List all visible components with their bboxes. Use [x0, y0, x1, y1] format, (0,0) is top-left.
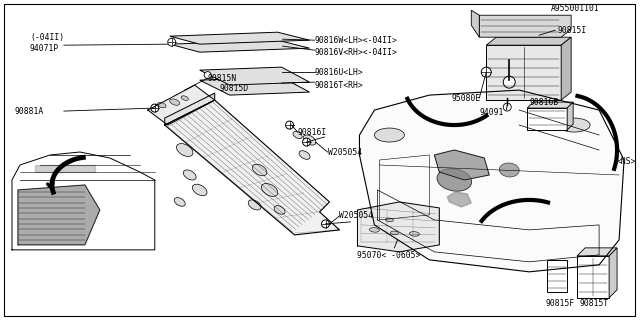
Ellipse shape [157, 102, 166, 108]
Text: W205054: W205054 [339, 212, 374, 220]
Ellipse shape [499, 163, 519, 177]
Polygon shape [527, 102, 573, 108]
Polygon shape [200, 77, 310, 95]
Bar [527, 108, 567, 130]
Circle shape [321, 220, 330, 228]
Ellipse shape [174, 198, 185, 206]
Text: 90815D: 90815D [220, 84, 249, 92]
Polygon shape [148, 85, 214, 125]
Polygon shape [164, 100, 339, 235]
Polygon shape [35, 165, 95, 172]
Polygon shape [164, 93, 214, 125]
Circle shape [481, 67, 492, 77]
Bar [547, 260, 567, 292]
Text: 90816I: 90816I [298, 128, 327, 137]
Circle shape [303, 138, 310, 146]
Text: 94091: 94091 [479, 108, 504, 116]
Circle shape [204, 72, 211, 79]
Polygon shape [567, 102, 573, 130]
Ellipse shape [558, 118, 590, 132]
Polygon shape [486, 37, 571, 45]
Polygon shape [170, 40, 310, 52]
Polygon shape [609, 248, 617, 298]
Ellipse shape [299, 151, 310, 159]
Ellipse shape [274, 206, 285, 214]
Polygon shape [200, 67, 310, 85]
Ellipse shape [252, 164, 267, 176]
Text: 90815I: 90815I [557, 26, 586, 35]
Text: 94071P: 94071P [30, 44, 60, 53]
Text: 90881A: 90881A [15, 107, 44, 116]
Ellipse shape [248, 200, 261, 210]
Polygon shape [18, 185, 100, 245]
Polygon shape [447, 192, 471, 207]
Ellipse shape [410, 232, 419, 236]
Ellipse shape [293, 132, 302, 139]
Ellipse shape [385, 218, 394, 222]
Text: W205054: W205054 [328, 148, 362, 156]
Bar [486, 45, 561, 100]
Circle shape [151, 104, 159, 112]
Text: 90815F: 90815F [545, 299, 575, 308]
Text: 90816W<LH><-04II>: 90816W<LH><-04II> [314, 36, 397, 45]
Polygon shape [479, 15, 571, 37]
Circle shape [503, 76, 515, 88]
Circle shape [285, 121, 294, 129]
Ellipse shape [369, 228, 380, 232]
Text: (-04II): (-04II) [30, 33, 64, 42]
Text: 90816T<RH>: 90816T<RH> [314, 81, 364, 90]
Text: 90816B: 90816B [529, 98, 559, 107]
Ellipse shape [170, 99, 180, 105]
Text: <NS>: <NS> [617, 157, 637, 166]
Text: 90816V<RH><-04II>: 90816V<RH><-04II> [314, 48, 397, 57]
Ellipse shape [193, 184, 207, 196]
Ellipse shape [303, 135, 316, 145]
Circle shape [503, 103, 511, 111]
Polygon shape [170, 32, 310, 44]
Ellipse shape [183, 170, 196, 180]
Text: 90815N: 90815N [208, 74, 237, 83]
Text: A955001101: A955001101 [551, 4, 600, 13]
Ellipse shape [177, 144, 193, 156]
Text: 90815T: 90815T [579, 299, 609, 308]
Polygon shape [577, 248, 617, 256]
Ellipse shape [390, 231, 398, 235]
Polygon shape [358, 202, 439, 252]
Ellipse shape [437, 169, 472, 191]
Polygon shape [561, 37, 571, 100]
Polygon shape [360, 90, 624, 272]
Text: 95070< -0605>: 95070< -0605> [358, 251, 421, 260]
Polygon shape [471, 10, 479, 37]
Text: 95080E: 95080E [451, 93, 481, 103]
Ellipse shape [181, 96, 188, 100]
Text: 90816U<LH>: 90816U<LH> [314, 68, 364, 76]
Circle shape [168, 38, 176, 46]
Ellipse shape [261, 183, 278, 196]
Polygon shape [435, 150, 489, 180]
Bar [577, 256, 609, 298]
Ellipse shape [374, 128, 404, 142]
